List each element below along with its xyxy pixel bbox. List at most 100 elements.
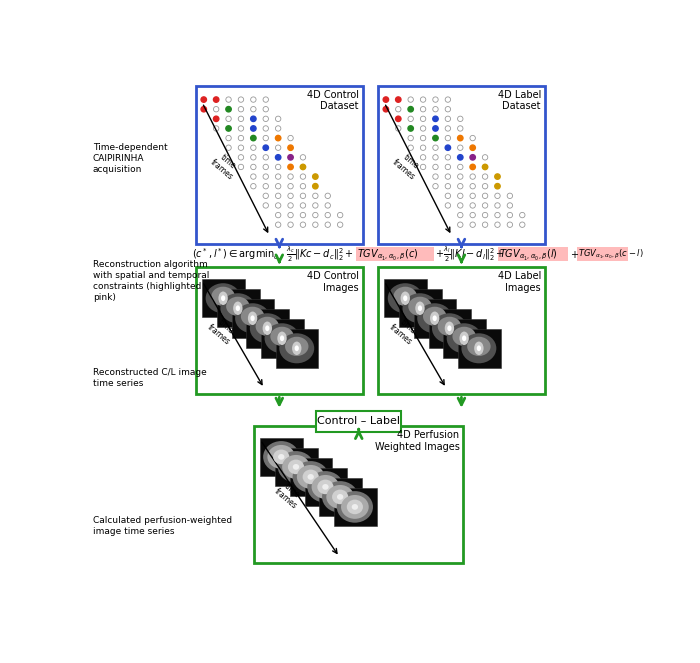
Text: time
frames: time frames [391, 149, 424, 182]
Bar [378, 267, 545, 394]
Circle shape [383, 97, 389, 102]
Ellipse shape [236, 306, 240, 311]
Text: time
frames: time frames [388, 315, 421, 347]
Ellipse shape [477, 345, 481, 351]
Circle shape [263, 145, 269, 151]
Circle shape [458, 135, 463, 141]
Bar [319, 477, 362, 516]
Bar [334, 488, 377, 526]
Circle shape [300, 164, 306, 170]
Text: Calculated perfusion-weighted
image time series: Calculated perfusion-weighted image time… [93, 516, 232, 536]
Ellipse shape [459, 332, 469, 345]
Ellipse shape [277, 332, 287, 345]
Circle shape [470, 164, 475, 170]
Ellipse shape [461, 333, 496, 363]
Text: $+$: $+$ [570, 249, 579, 260]
Bar [414, 299, 456, 337]
Ellipse shape [267, 445, 295, 469]
Ellipse shape [341, 495, 369, 519]
Ellipse shape [337, 494, 343, 500]
Text: 4D Control
Images: 4D Control Images [307, 271, 358, 293]
Ellipse shape [226, 297, 250, 316]
Bar [275, 448, 318, 486]
Ellipse shape [322, 484, 328, 490]
Ellipse shape [438, 317, 461, 336]
Circle shape [395, 97, 401, 102]
Text: time
frames: time frames [272, 479, 305, 511]
Ellipse shape [307, 474, 314, 480]
Bar [498, 247, 568, 261]
Ellipse shape [415, 302, 425, 315]
Text: Reconstruction algorithm
with spatial and temporal
constraints (highlighted in
p: Reconstruction algorithm with spatial an… [93, 260, 213, 302]
Circle shape [251, 135, 256, 141]
Ellipse shape [297, 465, 325, 489]
Bar [458, 329, 500, 367]
Ellipse shape [317, 479, 333, 494]
Ellipse shape [265, 326, 270, 331]
Ellipse shape [430, 312, 440, 325]
Ellipse shape [408, 297, 432, 316]
Bar [378, 86, 545, 243]
Bar [217, 289, 260, 328]
Circle shape [214, 97, 219, 102]
Circle shape [288, 145, 293, 151]
Circle shape [383, 107, 389, 112]
Ellipse shape [282, 455, 310, 479]
Text: $TGV_{\alpha_1,\alpha_0,\beta}(l)$: $TGV_{\alpha_1,\alpha_0,\beta}(l)$ [499, 247, 558, 262]
Text: time
frames: time frames [209, 149, 242, 182]
Ellipse shape [262, 322, 272, 335]
Ellipse shape [417, 303, 452, 333]
Ellipse shape [447, 326, 452, 331]
Ellipse shape [447, 324, 482, 353]
Bar [202, 279, 245, 318]
Ellipse shape [221, 295, 225, 301]
Circle shape [395, 116, 401, 121]
Ellipse shape [288, 459, 304, 474]
Circle shape [275, 135, 281, 141]
Ellipse shape [233, 302, 242, 315]
Circle shape [288, 164, 293, 170]
Ellipse shape [248, 312, 258, 325]
Bar [356, 247, 434, 261]
Bar [290, 457, 332, 496]
Bar [246, 309, 289, 347]
Ellipse shape [206, 283, 241, 313]
Circle shape [226, 126, 231, 131]
Ellipse shape [402, 293, 438, 324]
Ellipse shape [285, 337, 309, 356]
Text: 4D Control
Dataset: 4D Control Dataset [307, 90, 358, 111]
Circle shape [445, 145, 451, 151]
Ellipse shape [322, 481, 358, 512]
Ellipse shape [418, 306, 422, 311]
Circle shape [458, 154, 463, 160]
Text: time
frames: time frames [206, 315, 239, 347]
Text: $TGV_{\alpha_1,\alpha_0,\beta}(c-l)$: $TGV_{\alpha_1,\alpha_0,\beta}(c-l)$ [578, 248, 644, 261]
Circle shape [251, 126, 256, 131]
Circle shape [251, 116, 256, 121]
Ellipse shape [403, 295, 407, 301]
Circle shape [201, 97, 206, 102]
Ellipse shape [388, 283, 423, 313]
Ellipse shape [235, 303, 270, 333]
Ellipse shape [351, 504, 358, 510]
Ellipse shape [433, 316, 437, 321]
Bar [261, 319, 304, 357]
Ellipse shape [400, 292, 410, 305]
Bar [196, 267, 363, 394]
Circle shape [313, 174, 318, 179]
Ellipse shape [474, 341, 484, 355]
Circle shape [495, 174, 500, 179]
Ellipse shape [346, 500, 363, 514]
Ellipse shape [293, 464, 299, 470]
Circle shape [408, 107, 414, 112]
Bar [399, 289, 442, 328]
Ellipse shape [251, 316, 255, 321]
Circle shape [470, 154, 475, 160]
Circle shape [226, 107, 231, 112]
Ellipse shape [452, 327, 476, 346]
Text: 4D Label
Images: 4D Label Images [498, 271, 541, 293]
Circle shape [275, 154, 281, 160]
Circle shape [288, 154, 293, 160]
Circle shape [433, 135, 438, 141]
Ellipse shape [211, 286, 235, 306]
